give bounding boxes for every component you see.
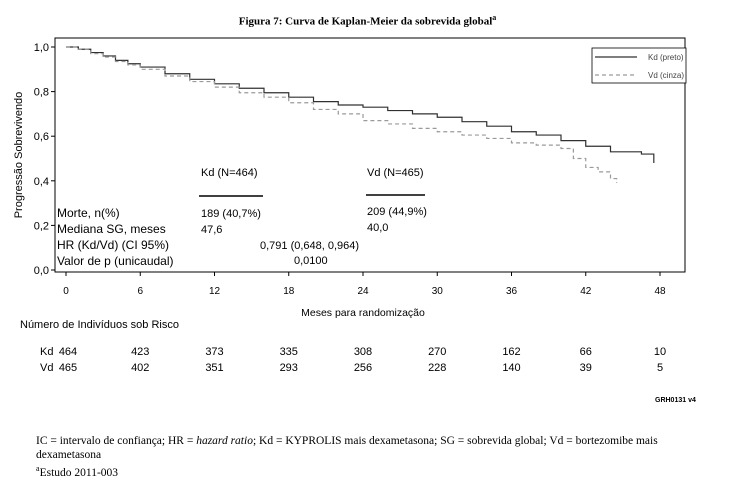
risk-cell: 228 (428, 362, 446, 374)
risk-cell: 423 (131, 346, 149, 358)
stats-hr-label: HR (Kd/Vd) (CI 95%) (57, 238, 169, 252)
y-tick-label: 0,2 (34, 220, 49, 232)
y-tick-label: 0,0 (34, 265, 49, 277)
risk-cell: 351 (205, 362, 223, 374)
legend-box (591, 47, 687, 84)
stats-row-label: Mediana SG, meses (57, 222, 166, 236)
risk-cell: 465 (59, 362, 77, 374)
y-tick-label: 0,8 (34, 87, 49, 99)
x-tick-label: 18 (283, 286, 295, 297)
risk-row-label: Kd (40, 346, 53, 358)
series-line-kd (66, 46, 655, 163)
stats-row-label: Morte, n(%) (57, 206, 120, 220)
x-tick-label: 24 (357, 286, 369, 297)
x-tick-label: 12 (209, 286, 221, 297)
risk-cell: 270 (428, 346, 446, 358)
legend-label: Kd (preto) (648, 53, 684, 62)
risk-cell: 373 (205, 346, 223, 358)
x-axis-label: Meses para randomização (301, 307, 425, 319)
stats-hr-value: 0,791 (0,648, 0,964) (260, 240, 359, 252)
stats-p-value: 0,0100 (294, 255, 328, 267)
legend-label: Vd (cinza) (648, 71, 684, 80)
risk-cell: 402 (131, 362, 149, 374)
risk-cell: 308 (354, 346, 372, 358)
stats-kd-header: Kd (N=464) (201, 167, 258, 179)
x-tick-label: 36 (506, 286, 518, 297)
risk-cell: 66 (580, 346, 592, 358)
figure-title: Figura 7: Curva de Kaplan-Meier da sobre… (238, 13, 497, 28)
footnote-study: aEstudo 2011-003 (36, 464, 119, 479)
x-tick-label: 48 (654, 286, 666, 297)
y-tick-label: 1,0 (34, 42, 49, 54)
stats-row-vd: 40,0 (367, 222, 388, 234)
x-tick-label: 0 (63, 286, 69, 297)
plot-frame (54, 37, 686, 273)
risk-cell: 10 (654, 346, 666, 358)
risk-cell: 39 (580, 362, 592, 374)
y-axis-label: Progressão Sobrevivendo (13, 92, 25, 219)
x-tick-label: 42 (580, 286, 592, 297)
risk-cell: 293 (280, 362, 298, 374)
risk-cell: 256 (354, 362, 372, 374)
stats-row-kd: 47,6 (201, 224, 222, 236)
risk-cell: 5 (657, 362, 663, 374)
footnote-abbreviations: IC = intervalo de confiança; HR = hazard… (36, 435, 658, 461)
risk-table-title: Número de Indivíduos sob Risco (20, 319, 179, 331)
risk-row-label: Vd (40, 362, 53, 374)
risk-cell: 162 (502, 346, 520, 358)
series-line-vd (66, 46, 618, 184)
figure-code: GRH0131 v4 (655, 397, 696, 404)
stats-p-label: Valor de p (unicaudal) (57, 254, 174, 268)
y-tick-label: 0,6 (34, 131, 49, 143)
stats-vd-header: Vd (N=465) (367, 167, 424, 179)
x-tick-label: 6 (137, 286, 143, 297)
risk-cell: 140 (502, 362, 520, 374)
y-tick-label: 0,4 (34, 176, 49, 188)
stats-row-kd: 189 (40,7%) (201, 208, 261, 220)
stats-row-vd: 209 (44,9%) (367, 206, 427, 218)
x-tick-label: 30 (432, 286, 444, 297)
risk-cell: 335 (280, 346, 298, 358)
risk-cell: 464 (59, 346, 77, 358)
